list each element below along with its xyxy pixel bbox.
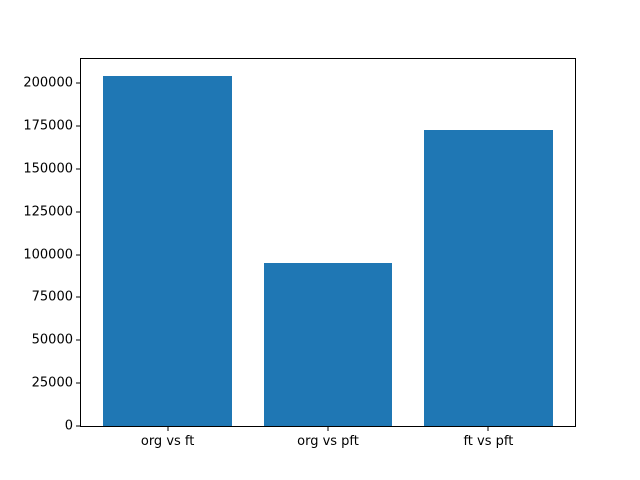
- x-tick-mark: [167, 427, 169, 431]
- y-tick-mark: [76, 339, 80, 341]
- y-tick-mark: [76, 425, 80, 427]
- x-tick-label: ft vs pft: [463, 434, 514, 449]
- y-tick-label: 125000: [23, 204, 73, 220]
- y-tick-mark: [76, 296, 80, 298]
- bar-org-vs-ft: [103, 76, 232, 426]
- y-tick-label: 25000: [31, 375, 73, 391]
- plot-area: 0 25000 50000 75000 100000 125000 150000 175000…: [23, 58, 576, 448]
- bar-ft-vs-pft: [424, 129, 553, 426]
- y-tick-mark: [76, 168, 80, 170]
- y-tick-mark: [76, 211, 80, 213]
- bar-org-vs-pft: [263, 263, 393, 426]
- y-tick-label: 75000: [31, 289, 73, 305]
- y-tick-label: 150000: [23, 161, 73, 177]
- y-tick-label: 200000: [23, 75, 73, 91]
- x-tick-label: org vs pft: [297, 434, 359, 449]
- y-tick-label: 0: [64, 418, 73, 434]
- y-tick-label: 175000: [23, 118, 73, 134]
- y-tick-mark: [76, 254, 80, 256]
- y-tick-mark: [76, 382, 80, 384]
- y-tick-label: 100000: [23, 247, 73, 263]
- y-tick-label: 50000: [31, 332, 73, 348]
- x-tick-label: org vs ft: [140, 434, 195, 449]
- y-tick-mark: [76, 82, 80, 84]
- x-tick-mark: [487, 427, 489, 431]
- y-tick-mark: [76, 125, 80, 127]
- x-tick-mark: [327, 427, 329, 431]
